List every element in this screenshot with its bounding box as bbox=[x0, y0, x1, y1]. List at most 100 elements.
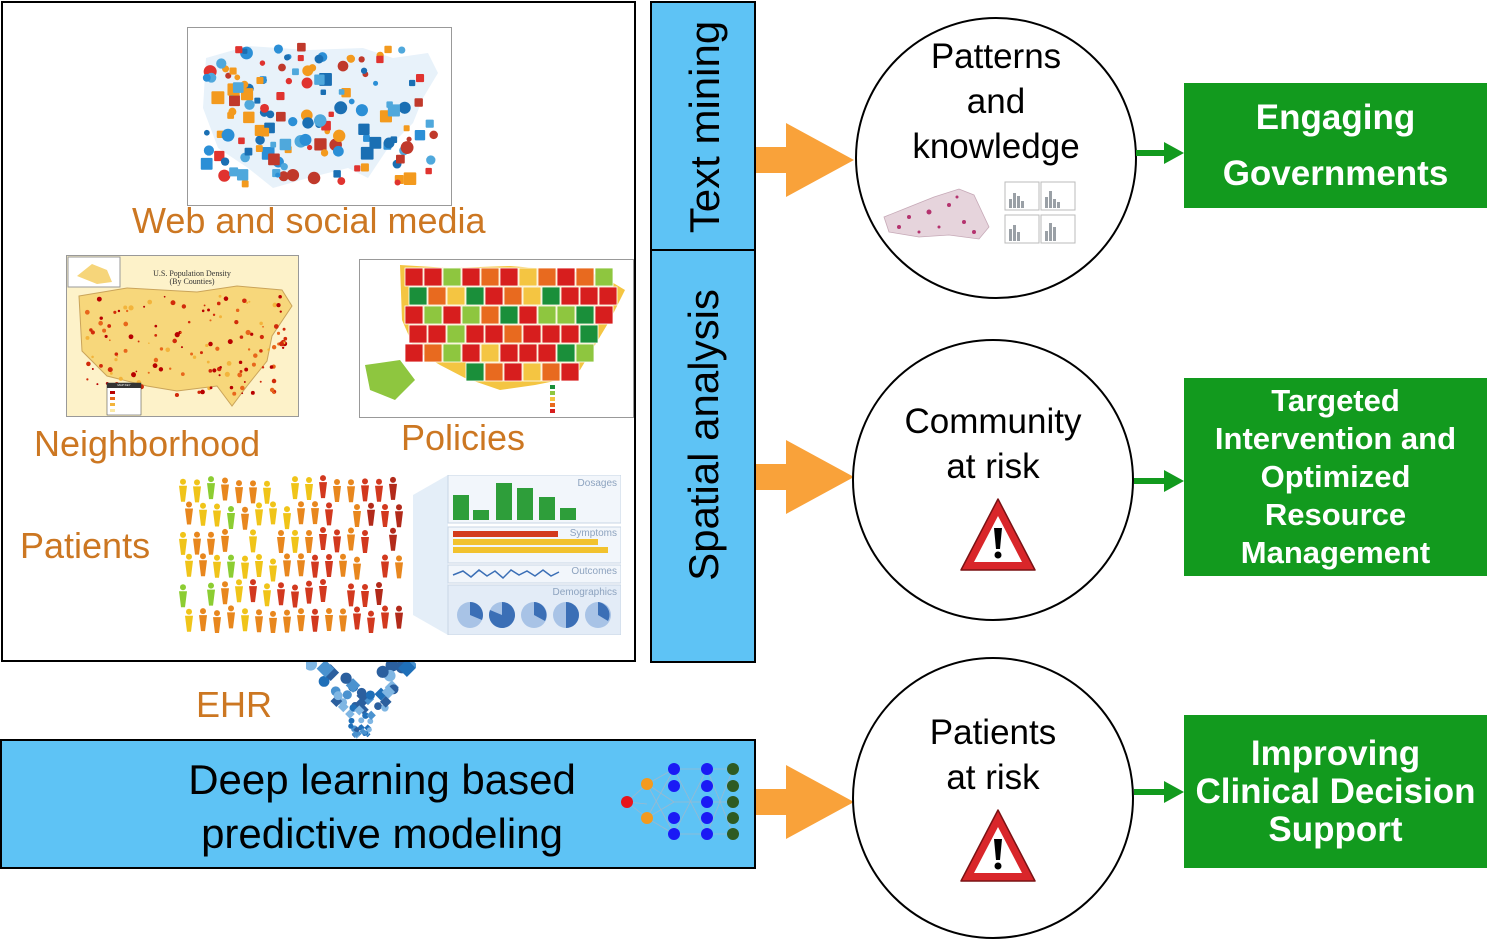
policy-state-cell bbox=[408, 286, 428, 306]
social-icon-mark bbox=[348, 98, 355, 105]
density-dot bbox=[137, 340, 140, 343]
density-dot bbox=[272, 302, 278, 308]
web-social-media-label: Web and social media bbox=[132, 200, 486, 241]
policy-state-cell bbox=[484, 324, 504, 344]
deep-learning-line2: predictive modeling bbox=[201, 810, 563, 857]
person-icon bbox=[207, 531, 215, 555]
density-dot bbox=[281, 346, 285, 349]
social-icon-mark bbox=[314, 74, 325, 85]
density-dot bbox=[261, 366, 265, 369]
social-icon-mark bbox=[307, 171, 321, 185]
person-icon bbox=[291, 584, 299, 608]
funnel-shape bbox=[356, 687, 367, 698]
funnel-shape bbox=[318, 675, 330, 687]
density-dot bbox=[104, 334, 108, 338]
density-dot bbox=[197, 390, 201, 394]
density-dot bbox=[237, 372, 243, 378]
person-icon bbox=[185, 553, 193, 577]
person-icon bbox=[305, 530, 313, 554]
density-dot bbox=[123, 321, 129, 327]
person-icon bbox=[311, 554, 319, 578]
policy-state-cell bbox=[427, 286, 447, 306]
density-dot bbox=[203, 304, 206, 307]
density-dot bbox=[126, 309, 129, 313]
clinical-line3: Support bbox=[1268, 809, 1403, 849]
social-media-map-graphic bbox=[200, 42, 438, 188]
green-arrow-engaging bbox=[1136, 142, 1184, 164]
policy-state-cell bbox=[427, 324, 447, 344]
policy-state-cell bbox=[594, 267, 614, 287]
social-icon-mark bbox=[394, 179, 401, 186]
density-dot bbox=[223, 296, 229, 301]
density-dot bbox=[209, 386, 213, 390]
density-dot bbox=[271, 345, 277, 350]
person-icon bbox=[311, 608, 319, 632]
density-dot bbox=[180, 331, 183, 334]
density-dot bbox=[174, 392, 179, 398]
social-icon-mark bbox=[425, 119, 434, 128]
neural-network-graphic bbox=[621, 763, 739, 840]
density-dot bbox=[158, 367, 164, 372]
person-icon bbox=[255, 502, 263, 526]
policy-state-cell bbox=[560, 286, 580, 306]
social-icon-mark bbox=[242, 48, 248, 54]
patterns-knowledge-circle: Patterns and knowledge bbox=[855, 17, 1137, 299]
density-dot bbox=[259, 321, 263, 326]
density-dot bbox=[262, 325, 264, 328]
policy-state-cell bbox=[560, 324, 580, 344]
density-dot bbox=[98, 320, 103, 326]
clinical-line1: Improving bbox=[1250, 733, 1421, 773]
social-icon-mark bbox=[238, 137, 245, 145]
social-icon-mark bbox=[406, 136, 412, 142]
density-dot bbox=[272, 391, 276, 395]
person-icon bbox=[179, 478, 187, 502]
person-icon bbox=[193, 479, 201, 503]
density-dot bbox=[135, 370, 138, 373]
density-dot bbox=[109, 371, 113, 375]
social-icon-mark bbox=[414, 98, 423, 107]
dashboard-dosages-label: Dosages bbox=[577, 478, 617, 489]
deep-learning-panel: Deep learning based predictive modeling bbox=[0, 739, 756, 869]
social-icon-mark bbox=[320, 149, 329, 157]
density-dot bbox=[215, 346, 220, 351]
policy-state-cell bbox=[575, 343, 595, 363]
dashboard-outcomes-label: Outcomes bbox=[571, 566, 617, 577]
policy-state-cell bbox=[442, 343, 462, 363]
social-icon-mark bbox=[398, 101, 411, 114]
funnel-shape bbox=[365, 690, 375, 700]
social-icon-mark bbox=[276, 91, 285, 101]
social-icon-mark bbox=[313, 114, 327, 127]
person-icon bbox=[235, 480, 243, 504]
funnel-shape bbox=[340, 672, 352, 684]
density-dot bbox=[170, 300, 176, 306]
density-dot bbox=[114, 352, 119, 356]
density-dot bbox=[244, 367, 249, 372]
social-icon-mark bbox=[360, 163, 369, 172]
policy-state-cell bbox=[541, 324, 561, 344]
person-icon bbox=[381, 554, 389, 578]
density-dot bbox=[218, 374, 221, 377]
social-icon-mark bbox=[346, 54, 356, 63]
density-dot bbox=[207, 308, 210, 312]
person-icon bbox=[339, 553, 347, 577]
person-icon bbox=[381, 605, 389, 629]
social-icon-mark bbox=[314, 138, 327, 151]
density-dot bbox=[219, 315, 222, 319]
patients-risk-line1: Patients bbox=[929, 713, 1057, 752]
density-dot bbox=[172, 338, 177, 344]
social-icon-mark bbox=[333, 170, 341, 178]
density-dot bbox=[86, 361, 91, 367]
density-dot bbox=[206, 360, 210, 364]
density-dot bbox=[96, 383, 99, 386]
policy-state-cell bbox=[522, 286, 542, 306]
density-dot bbox=[143, 305, 146, 308]
person-icon bbox=[213, 503, 221, 527]
density-dot bbox=[181, 304, 187, 309]
person-icon bbox=[235, 579, 243, 603]
policy-state-cell bbox=[503, 286, 523, 306]
person-icon bbox=[311, 501, 319, 525]
social-icon-mark bbox=[373, 80, 379, 86]
social-icon-mark bbox=[284, 54, 291, 61]
social-icon-mark bbox=[297, 42, 306, 52]
density-dot bbox=[192, 355, 197, 359]
